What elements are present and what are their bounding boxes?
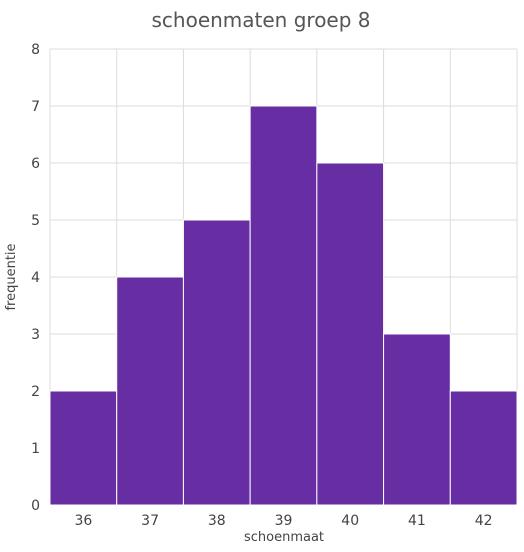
bar-37 xyxy=(116,276,184,506)
x-tick-label: 37 xyxy=(141,513,159,529)
y-tick-label: 5 xyxy=(31,213,40,229)
x-tick-label: 42 xyxy=(475,513,493,529)
x-tick-label: 39 xyxy=(275,513,293,529)
x-tick-label: 36 xyxy=(74,513,92,529)
y-tick-label: 3 xyxy=(31,327,40,343)
bars xyxy=(49,105,518,506)
x-tick-label: 41 xyxy=(408,513,426,529)
bar-40 xyxy=(316,162,385,506)
y-axis-label: frequentie xyxy=(4,243,19,310)
chart-title: schoenmaten groep 8 xyxy=(151,8,370,32)
x-tick-label: 38 xyxy=(208,513,226,529)
y-tick-label: 2 xyxy=(31,384,40,400)
y-tick-label: 1 xyxy=(31,441,40,457)
x-tick-labels: 36 37 38 39 40 41 42 xyxy=(74,513,492,529)
y-tick-label: 7 xyxy=(31,99,40,115)
bar-38 xyxy=(182,219,251,506)
y-tick-label: 4 xyxy=(31,270,40,286)
y-tick-labels: 0 1 2 3 4 5 6 7 8 xyxy=(31,42,40,514)
y-tick-label: 6 xyxy=(31,156,40,172)
x-axis-label: schoenmaat xyxy=(244,530,324,545)
y-tick-label: 8 xyxy=(31,42,40,58)
bar-41 xyxy=(383,333,451,506)
bar-39 xyxy=(249,105,318,506)
bar-36 xyxy=(49,390,118,506)
bar-42 xyxy=(449,390,518,506)
y-tick-label: 0 xyxy=(31,498,40,514)
x-tick-label: 40 xyxy=(341,513,359,529)
